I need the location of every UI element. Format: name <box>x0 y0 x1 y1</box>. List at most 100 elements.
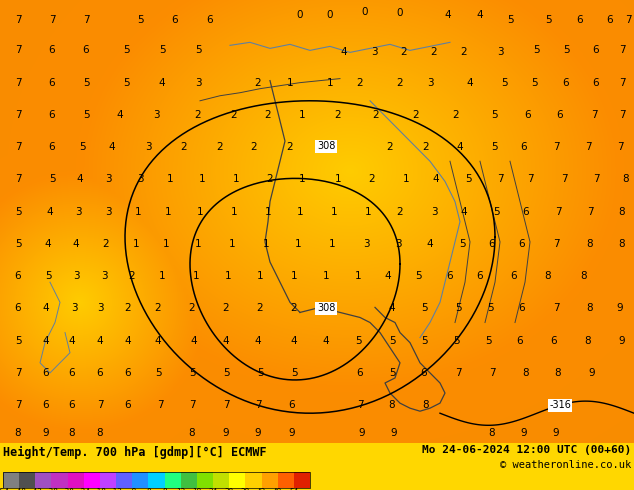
Text: 5: 5 <box>354 336 361 345</box>
Text: 3: 3 <box>195 77 202 88</box>
Text: 7: 7 <box>593 174 599 184</box>
Bar <box>133 472 149 488</box>
Text: 1: 1 <box>328 239 335 249</box>
Text: 5: 5 <box>158 46 165 55</box>
Bar <box>262 472 278 488</box>
Text: 9: 9 <box>617 303 623 314</box>
Text: 7: 7 <box>560 174 567 184</box>
Text: 7: 7 <box>15 46 22 55</box>
Text: 1: 1 <box>233 174 239 184</box>
Text: 5: 5 <box>501 77 507 88</box>
Text: 8: 8 <box>555 368 561 378</box>
Text: 8: 8 <box>162 489 167 490</box>
Text: 6: 6 <box>593 46 599 55</box>
Text: 1: 1 <box>299 174 306 184</box>
Text: 2: 2 <box>401 48 407 57</box>
Text: 5: 5 <box>491 110 497 120</box>
Text: 2: 2 <box>387 142 393 152</box>
Text: 2: 2 <box>103 239 109 249</box>
Text: 6: 6 <box>172 15 178 25</box>
Text: 7: 7 <box>617 142 623 152</box>
Text: 0: 0 <box>327 10 333 20</box>
Text: 2: 2 <box>189 303 195 314</box>
Text: 1: 1 <box>323 271 329 281</box>
Text: 2: 2 <box>397 207 403 217</box>
Text: 1: 1 <box>327 77 333 88</box>
Text: 5: 5 <box>195 46 202 55</box>
Text: 4: 4 <box>427 239 433 249</box>
Text: 5: 5 <box>15 239 22 249</box>
Text: 5: 5 <box>533 46 540 55</box>
Text: 4: 4 <box>444 10 451 20</box>
Text: 5: 5 <box>531 77 537 88</box>
Text: 7: 7 <box>15 174 22 184</box>
Text: 4: 4 <box>389 303 396 314</box>
Text: 8: 8 <box>389 400 396 410</box>
Text: 1: 1 <box>167 174 173 184</box>
Text: 7: 7 <box>455 368 462 378</box>
Text: 6: 6 <box>522 207 529 217</box>
Text: 4: 4 <box>108 142 115 152</box>
Bar <box>213 472 230 488</box>
Text: 4: 4 <box>117 110 123 120</box>
Bar <box>3 472 20 488</box>
Text: 2: 2 <box>125 303 131 314</box>
Text: 5: 5 <box>44 271 51 281</box>
Text: 5: 5 <box>458 239 465 249</box>
Text: 1: 1 <box>163 239 169 249</box>
Text: 3: 3 <box>101 271 107 281</box>
Text: 3: 3 <box>430 207 437 217</box>
Text: 1: 1 <box>335 174 341 184</box>
Text: 4: 4 <box>97 336 103 345</box>
Text: 6: 6 <box>489 239 495 249</box>
Text: 4: 4 <box>44 239 51 249</box>
Text: 3: 3 <box>70 303 77 314</box>
Text: 4: 4 <box>340 48 347 57</box>
Bar <box>68 472 84 488</box>
Text: 2: 2 <box>423 142 429 152</box>
Text: 8: 8 <box>189 428 195 439</box>
Text: -30: -30 <box>61 489 75 490</box>
Text: 8: 8 <box>619 239 625 249</box>
Text: 5: 5 <box>257 368 263 378</box>
Bar <box>245 472 262 488</box>
Text: 1: 1 <box>331 207 337 217</box>
Text: 6: 6 <box>68 400 75 410</box>
Text: -38: -38 <box>44 489 58 490</box>
Text: 7: 7 <box>15 142 22 152</box>
Text: 3: 3 <box>97 303 103 314</box>
Text: 1: 1 <box>165 207 171 217</box>
Text: 6: 6 <box>15 303 22 314</box>
Text: 2: 2 <box>357 77 363 88</box>
Text: 38: 38 <box>241 489 250 490</box>
Text: 9: 9 <box>521 428 527 439</box>
Text: 5: 5 <box>82 77 89 88</box>
Bar <box>116 472 133 488</box>
Text: 9: 9 <box>255 428 261 439</box>
Text: 2: 2 <box>255 77 261 88</box>
Text: 12: 12 <box>176 489 185 490</box>
Text: 2: 2 <box>369 174 375 184</box>
Text: 4: 4 <box>77 174 83 184</box>
Text: 0: 0 <box>397 8 403 18</box>
Text: 6: 6 <box>82 46 89 55</box>
Text: 7: 7 <box>619 110 625 120</box>
Text: 7: 7 <box>585 142 592 152</box>
Text: 7: 7 <box>15 110 22 120</box>
Text: 1: 1 <box>403 174 410 184</box>
Text: 3: 3 <box>105 174 112 184</box>
Text: -8: -8 <box>127 489 137 490</box>
Text: 18: 18 <box>192 489 202 490</box>
Bar <box>84 472 100 488</box>
Text: 6: 6 <box>68 368 75 378</box>
Text: 8: 8 <box>585 336 592 345</box>
Text: 5: 5 <box>49 174 55 184</box>
Text: -316: -316 <box>549 400 571 410</box>
Text: 8: 8 <box>15 428 22 439</box>
Bar <box>3 472 310 488</box>
Text: -42: -42 <box>29 489 42 490</box>
Text: 1: 1 <box>198 174 205 184</box>
Text: 4: 4 <box>255 336 261 345</box>
Text: 1: 1 <box>133 239 139 249</box>
Text: 3: 3 <box>363 239 370 249</box>
